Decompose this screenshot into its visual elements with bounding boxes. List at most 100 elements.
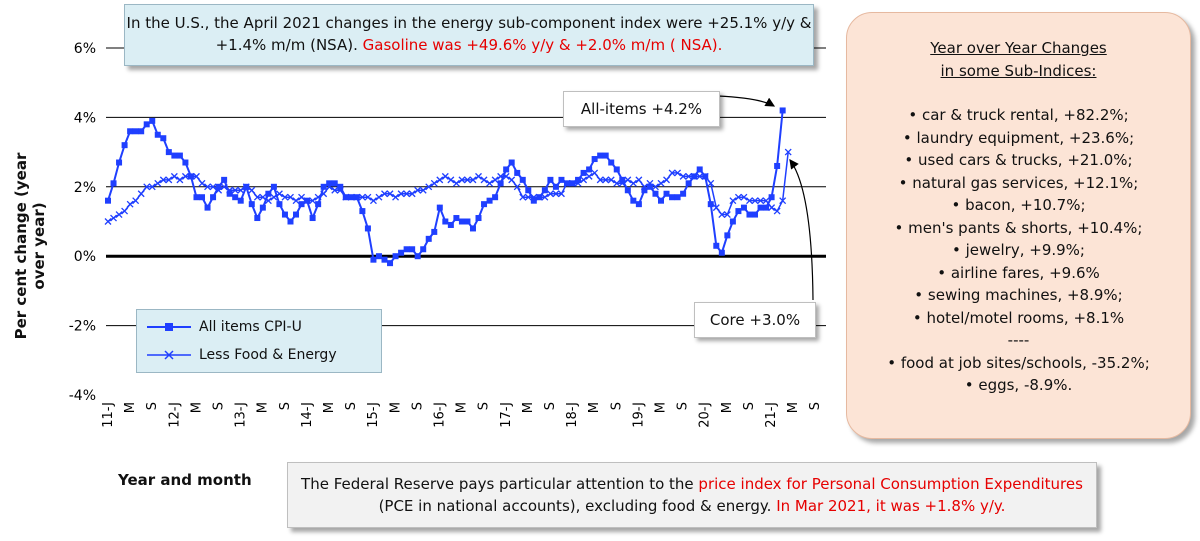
sub-index-item: • car & truck rental, +82.2%; xyxy=(908,106,1129,124)
core-point xyxy=(193,172,200,180)
core-point xyxy=(652,183,659,191)
all-items-arrow xyxy=(717,95,776,107)
x-tick-label: S xyxy=(543,402,558,410)
all-items-point xyxy=(204,204,211,211)
core-point xyxy=(386,190,394,198)
core-point xyxy=(640,183,648,191)
legend-item-all-items: All items CPI-U xyxy=(137,317,302,337)
all-items-point xyxy=(740,204,747,211)
core-point xyxy=(181,172,189,180)
all-items-point xyxy=(293,211,300,218)
all-items-point xyxy=(298,201,305,208)
all-items-point xyxy=(215,183,222,190)
core-point xyxy=(558,190,565,198)
core-point xyxy=(275,190,283,198)
x-tick-label: S xyxy=(477,402,492,410)
x-tick-label: S xyxy=(609,402,624,410)
all-items-point xyxy=(746,211,753,218)
core-point xyxy=(336,186,344,194)
y-tick-label: 4% xyxy=(74,110,96,126)
core-point xyxy=(569,179,576,187)
all-items-point xyxy=(364,225,371,232)
core-point xyxy=(320,190,328,198)
core-point xyxy=(198,179,206,187)
core-point xyxy=(209,183,217,191)
x-tick-label: M xyxy=(587,402,602,413)
x-tick-label: S xyxy=(676,402,691,410)
pce-callout: The Federal Reserve pays particular atte… xyxy=(287,462,1097,528)
core-point xyxy=(723,211,731,219)
x-tick-label: 13-J xyxy=(234,402,249,428)
core-point xyxy=(696,172,704,180)
sub-index-item: • sewing machines, +8.9%; xyxy=(914,286,1123,304)
all-items-point xyxy=(337,183,344,190)
all-items-point xyxy=(519,176,526,183)
core-point xyxy=(546,190,554,198)
all-items-point xyxy=(541,187,548,194)
core-point xyxy=(441,172,449,180)
core-point xyxy=(364,193,372,201)
all-items-point xyxy=(602,152,609,159)
sub-index-item: • men's pants & shorts, +10.4%; xyxy=(894,218,1143,237)
core-point xyxy=(159,176,167,184)
core-point xyxy=(248,186,256,194)
core-point xyxy=(220,183,228,191)
y-tick-label: -2% xyxy=(69,319,96,335)
core-point xyxy=(519,193,527,201)
all-items-point xyxy=(547,176,554,183)
all-items-point xyxy=(281,211,288,218)
x-tick-label: S xyxy=(212,402,227,410)
all-items-point xyxy=(315,201,322,208)
core-point xyxy=(187,172,195,180)
x-axis-title: Year and month xyxy=(118,471,252,489)
core-point xyxy=(259,193,267,201)
all-items-point xyxy=(718,249,725,256)
core-point xyxy=(281,193,289,201)
core-point xyxy=(425,183,433,191)
y-tick-label: 0% xyxy=(74,249,96,265)
all-items-point xyxy=(232,194,239,201)
all-items-point xyxy=(132,128,139,135)
all-items-point xyxy=(635,201,642,208)
core-point xyxy=(115,211,123,219)
x-tick-label: 11-J xyxy=(101,402,116,428)
all-items-point xyxy=(586,166,593,173)
all-items-point xyxy=(425,235,432,242)
core-point xyxy=(430,179,438,187)
core-point xyxy=(469,176,477,184)
chart-legend: All items CPI-U Less Food & Energy xyxy=(136,309,382,373)
all-items-point xyxy=(154,131,161,138)
core-point xyxy=(204,183,211,191)
annotation-arrows xyxy=(717,95,814,301)
sub-index-item: • bacon, +10.7%; xyxy=(951,196,1086,214)
core-point xyxy=(475,172,482,180)
all-items-point xyxy=(652,190,659,197)
x-tick-label: 18-J xyxy=(565,402,580,428)
all-items-point xyxy=(143,121,150,128)
all-items-point xyxy=(165,149,172,156)
all-items-point xyxy=(630,197,637,204)
core-point xyxy=(104,218,112,225)
pce-text-2: (PCE in national accounts), excluding fo… xyxy=(378,497,772,515)
core-point xyxy=(679,172,687,180)
all-items-point xyxy=(575,176,582,183)
core-point xyxy=(751,197,759,205)
x-tick-label: S xyxy=(145,402,160,410)
all-items-point xyxy=(160,135,167,142)
x-tick-label: 20-J xyxy=(698,402,713,428)
all-items-point xyxy=(370,256,377,263)
all-items-point xyxy=(420,246,427,253)
core-point xyxy=(342,193,350,201)
core-point xyxy=(170,172,178,180)
core-point xyxy=(375,193,383,201)
all-items-point xyxy=(774,162,781,169)
y-tick-label: 6% xyxy=(74,41,96,57)
core-annotation: Core +3.0% xyxy=(694,302,816,338)
all-items-point xyxy=(182,159,189,166)
core-point xyxy=(353,193,361,201)
all-items-point xyxy=(469,225,476,232)
core-point xyxy=(580,176,588,184)
all-items-annotation: All-items +4.2% xyxy=(563,91,720,127)
x-tick-label: M xyxy=(786,402,801,413)
x-tick-label: M xyxy=(388,402,403,413)
